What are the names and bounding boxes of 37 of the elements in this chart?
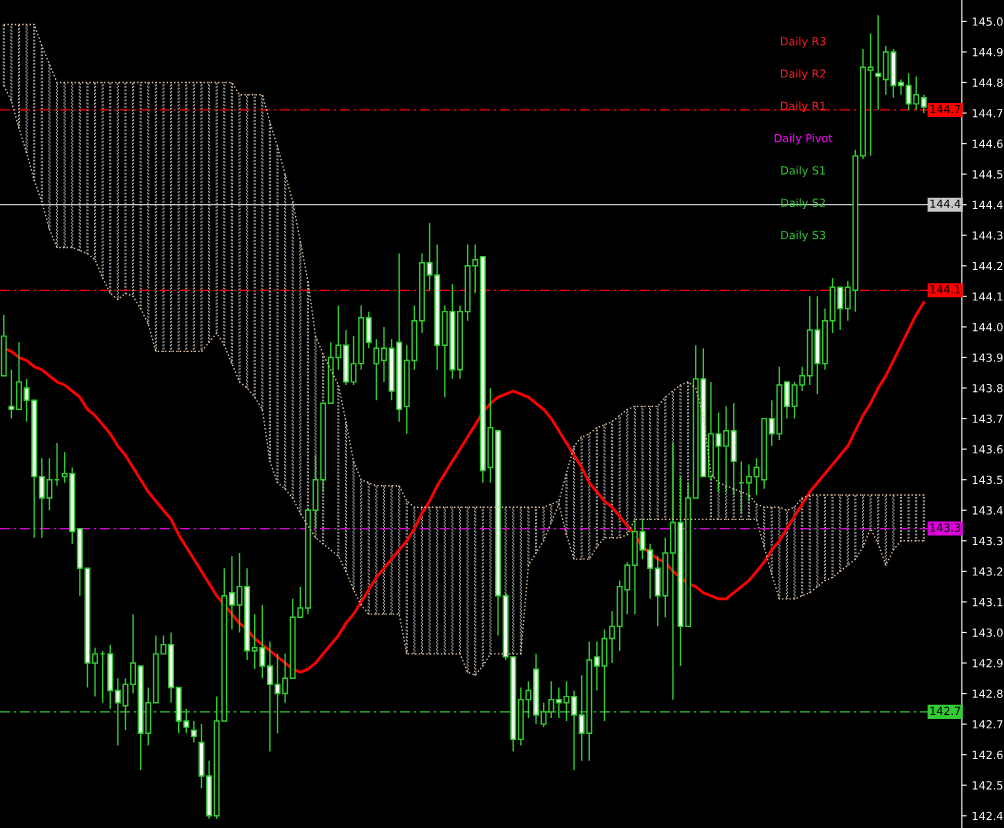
y-tick-label: 143.5	[972, 475, 1003, 485]
y-tick-label: 143.2	[972, 567, 1003, 576]
y-tick-label: 144.4	[972, 200, 1003, 209]
y-tick-label: 142.5	[972, 781, 1003, 790]
y-tick-label: 142.4	[972, 811, 1003, 820]
annotation: Daily S1	[781, 166, 825, 177]
y-tick-label: 144.5	[972, 170, 1003, 179]
y-tick-label: 143.7	[972, 414, 1003, 423]
y-tick-label: 142.6	[972, 750, 1003, 760]
ref-line-label: 142.7	[930, 706, 961, 715]
y-tick-label: 144.0	[972, 322, 1003, 332]
ref-line-label: 144.7	[930, 104, 961, 114]
annotation: Daily R2	[781, 69, 826, 80]
y-tick-label: 143.3	[972, 536, 1003, 546]
y-tick-label: 144.1	[972, 292, 1003, 301]
y-tick-label: 144.2	[972, 261, 1003, 271]
y-tick-label: 144.3	[972, 231, 1003, 240]
y-tick-label: 144.9	[972, 47, 1003, 57]
y-tick-label: 143.6	[972, 445, 1003, 454]
y-tick-label: 143.0	[972, 628, 1003, 637]
annotation: Daily S3	[781, 230, 826, 242]
y-tick-label: 143.1	[972, 597, 1003, 607]
y-tick-label: 144.8	[972, 78, 1003, 87]
ref-line-label: 143.3	[930, 523, 961, 532]
y-tick-label: 144.7	[972, 109, 1003, 118]
y-tick-label: 142.8	[972, 689, 1003, 698]
y-tick-label: 143.9	[972, 353, 1003, 362]
annotation: Daily Pivot	[774, 133, 833, 145]
y-tick-label: 144.6	[972, 139, 1003, 148]
y-tick-label: 142.7	[972, 720, 1003, 729]
annotation: Daily R3	[781, 36, 826, 48]
ref-line-label: 144.1	[930, 285, 961, 294]
y-tick-label: 142.9	[972, 658, 1003, 668]
y-tick-label: 145.0	[972, 17, 1003, 26]
ref-line-label: 144.4	[930, 199, 961, 208]
y-tick-label: 143.8	[972, 384, 1003, 393]
y-tick-label: 143.4	[972, 506, 1003, 515]
